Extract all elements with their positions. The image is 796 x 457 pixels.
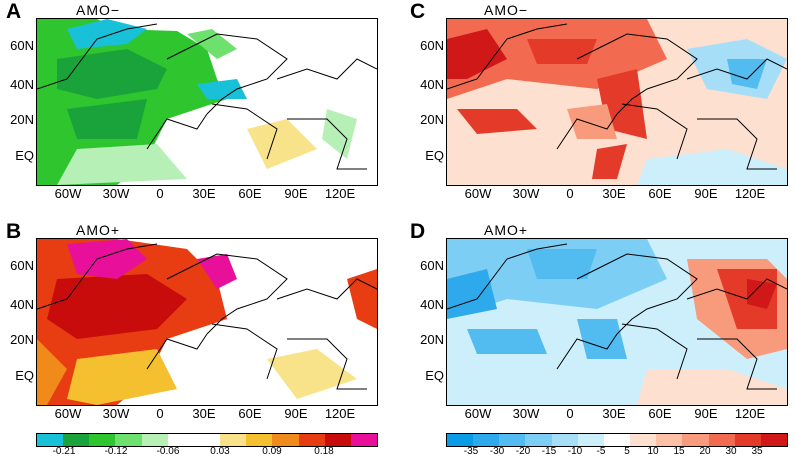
colorbar-label: -30 [489,446,505,457]
x-tick-label: 30E [602,406,626,421]
y-tick-label: 40N [420,297,444,312]
y-tick-label: 20N [420,332,444,347]
x-tick-label: 60E [238,186,262,201]
y-tick-label: 20N [420,112,444,127]
x-tick-label: 60W [464,186,492,201]
x-tick-label: 60W [54,406,82,421]
colorbar-segment [708,434,735,446]
y-tick-label: EQ [425,148,444,163]
y-tick-label: 60N [10,258,34,273]
y-tick-label: 20N [10,112,34,127]
colorbar-label: -5 [596,446,606,457]
x-tick-label: 30W [102,186,130,201]
y-tick-label: 60N [420,258,444,273]
colorbar-segment [63,434,90,446]
panel-letter: D [410,220,426,243]
colorbar-label: 35 [751,446,763,457]
y-tick-label: 40N [10,297,34,312]
colorbar-label: -15 [541,446,557,457]
colorbar-segment [447,434,474,446]
colorbar-segment [298,434,325,446]
colorbar-label: -10 [567,446,583,457]
colorbar-label: 5 [624,446,630,457]
y-tick-label: 40N [10,77,34,92]
colorbar-segment [630,434,657,446]
x-tick-label: 30W [512,406,540,421]
colorbar-label: -20 [515,446,531,457]
colorbar-label: 0.03 [210,446,230,457]
x-tick-label: 30W [512,186,540,201]
colorbar-label: -0.21 [52,446,76,457]
x-tick-label: 60E [648,406,672,421]
colorbar-segment [141,434,168,446]
colorbar-label: -0.06 [156,446,180,457]
colorbar-segment [603,434,631,446]
colorbar-segment [193,434,221,446]
sst-colorbar [36,433,378,447]
colorbar-segment [473,434,500,446]
colorbar-label: 0.18 [314,446,334,457]
colorbar-segment [220,434,247,446]
colorbar-segment [656,434,683,446]
x-tick-label: 30E [192,406,216,421]
y-tick-label: 20N [10,332,34,347]
colorbar-segment [246,434,273,446]
x-tick-label: 120E [324,186,356,201]
slp-map-amo-plus [446,238,788,406]
panel-letter: C [410,0,426,23]
colorbar-segment [760,434,788,446]
x-tick-label: 0 [156,406,164,421]
colorbar-segment [577,434,604,446]
slp-colorbar [446,433,788,447]
x-tick-label: 0 [566,406,574,421]
x-tick-label: 30W [102,406,130,421]
x-tick-label: 60W [54,186,82,201]
x-tick-label: 120E [734,406,766,421]
colorbar-segment [350,434,378,446]
colorbar-segment [272,434,299,446]
y-tick-label: 60N [10,38,34,53]
sst-map-amo-plus [36,238,378,406]
colorbar-segment [324,434,351,446]
x-tick-label: 90E [284,406,308,421]
y-tick-label: 40N [420,77,444,92]
colorbar-label: 0.09 [262,446,282,457]
colorbar-segment [89,434,116,446]
slp-map-amo-minus [446,18,788,186]
y-tick-label: EQ [425,368,444,383]
colorbar-segment [525,434,552,446]
colorbar-segment [37,434,64,446]
y-tick-label: EQ [15,148,34,163]
colorbar-label: 30 [725,446,737,457]
colorbar-label: 15 [673,446,685,457]
x-tick-label: 60E [648,186,672,201]
x-tick-label: 90E [694,406,718,421]
colorbar-segment [682,434,709,446]
colorbar-label: -35 [463,446,479,457]
colorbar-segment [551,434,578,446]
y-tick-label: EQ [15,368,34,383]
x-tick-label: 30E [602,186,626,201]
panel-letter: A [6,0,22,23]
colorbar-label: -0.12 [104,446,128,457]
x-tick-label: 60W [464,406,492,421]
colorbar-segment [734,434,761,446]
y-tick-label: 60N [420,38,444,53]
colorbar-label: 20 [699,446,711,457]
x-tick-label: 60E [238,406,262,421]
x-tick-label: 30E [192,186,216,201]
colorbar-segment [499,434,526,446]
x-tick-label: 120E [324,406,356,421]
sst-map-amo-minus [36,18,378,186]
panel-letter: B [6,220,22,243]
x-tick-label: 120E [734,186,766,201]
x-tick-label: 90E [694,186,718,201]
x-tick-label: 0 [566,186,574,201]
x-tick-label: 0 [156,186,164,201]
colorbar-segment [167,434,194,446]
colorbar-segment [115,434,142,446]
x-tick-label: 90E [284,186,308,201]
colorbar-label: 10 [647,446,659,457]
